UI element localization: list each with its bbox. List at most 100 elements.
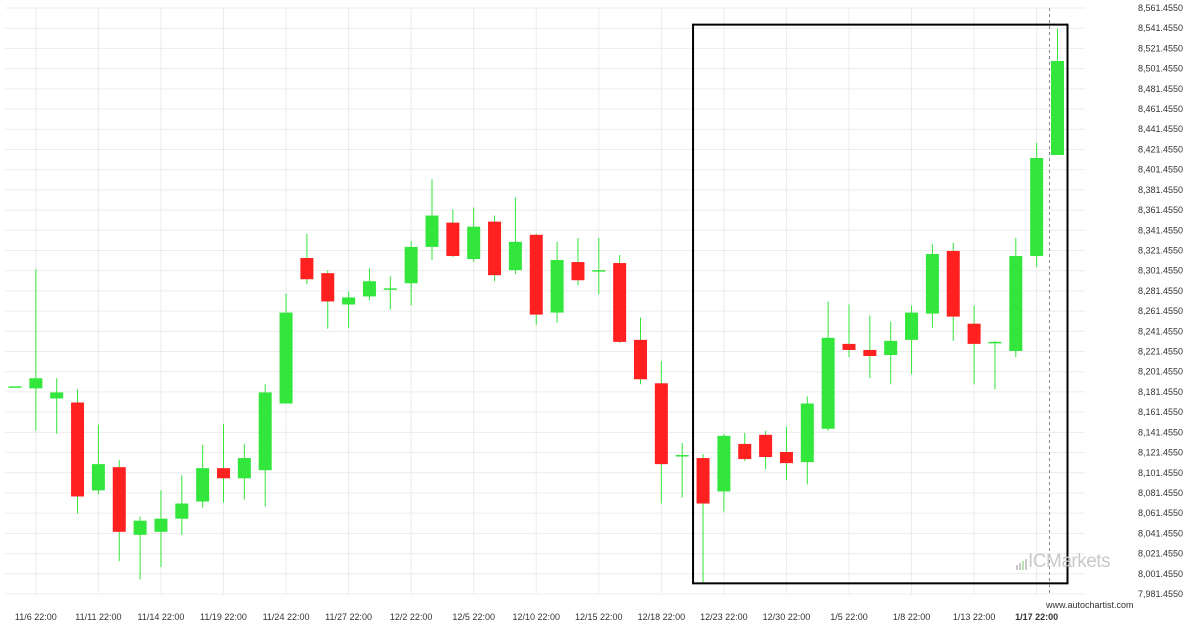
y-tick-label: 8,501.4550: [1138, 64, 1183, 74]
candle-up: [925, 253, 939, 314]
y-tick-label: 8,081.4550: [1138, 488, 1183, 498]
candle-up: [425, 215, 439, 247]
y-tick-label: 8,161.4550: [1138, 407, 1183, 417]
x-tick-label: 1/17 22:00: [1015, 612, 1058, 622]
candle-up: [508, 241, 522, 271]
candle-down: [696, 458, 710, 504]
x-tick-label: 1/5 22:00: [830, 612, 868, 622]
candle-down: [300, 258, 314, 280]
candle-up: [362, 281, 376, 297]
candle-up: [1009, 255, 1023, 351]
y-tick-label: 8,561.4550: [1138, 3, 1183, 13]
y-tick-label: 8,141.4550: [1138, 427, 1183, 437]
x-tick-label: 12/18 22:00: [638, 612, 686, 622]
x-tick-label: 11/27 22:00: [325, 612, 372, 622]
candle-down: [446, 222, 460, 256]
y-tick-label: 8,061.4550: [1138, 508, 1183, 518]
candle-down: [529, 234, 543, 315]
y-tick-label: 7,981.4550: [1138, 589, 1183, 599]
y-tick-label: 8,301.4550: [1138, 266, 1183, 276]
candle-up: [154, 518, 168, 532]
candle-up: [8, 386, 22, 388]
y-tick-label: 8,401.4550: [1138, 165, 1183, 175]
candle-up: [404, 246, 418, 284]
candle-up: [1030, 157, 1044, 256]
candle-down: [779, 452, 793, 464]
candle-up: [91, 464, 105, 491]
y-tick-label: 8,481.4550: [1138, 84, 1183, 94]
candle-down: [842, 343, 856, 350]
candle-down: [71, 402, 85, 497]
y-tick-label: 8,241.4550: [1138, 326, 1183, 336]
y-tick-label: 8,201.4550: [1138, 367, 1183, 377]
y-tick-label: 8,541.4550: [1138, 23, 1183, 33]
candle-down: [613, 263, 627, 342]
candle-up: [800, 403, 814, 463]
bars-logo-icon: [1016, 557, 1027, 575]
candle-down: [946, 250, 960, 317]
x-tick-label: 11/14 22:00: [138, 612, 185, 622]
candle-down: [738, 443, 752, 460]
pattern-highlight-box: [692, 23, 1069, 585]
candle-up: [133, 520, 147, 535]
candle-up: [279, 312, 293, 404]
y-tick-label: 8,461.4550: [1138, 104, 1183, 114]
x-tick-label: 12/2 22:00: [390, 612, 433, 622]
candle-down: [321, 273, 335, 302]
y-axis: 8,561.4550 8,541.4550 8,521.4550 8,501.4550…: [1138, 3, 1183, 599]
candle-up: [237, 458, 251, 479]
candle-up: [905, 312, 919, 340]
candle-up: [821, 337, 835, 429]
x-tick-label: 11/24 22:00: [263, 612, 310, 622]
candle-up: [675, 455, 689, 457]
y-tick-label: 8,281.4550: [1138, 286, 1183, 296]
x-tick-label: 12/5 22:00: [452, 612, 495, 622]
x-tick-label: 12/30 22:00: [763, 612, 811, 622]
y-tick-label: 8,001.4550: [1138, 569, 1183, 579]
candle-down: [112, 467, 126, 532]
candle-up: [383, 288, 397, 290]
y-tick-label: 8,381.4550: [1138, 185, 1183, 195]
candle-up: [50, 392, 64, 399]
y-tick-label: 8,521.4550: [1138, 43, 1183, 53]
y-tick-label: 8,181.4550: [1138, 387, 1183, 397]
y-tick-label: 8,361.4550: [1138, 205, 1183, 215]
y-tick-label: 8,421.4550: [1138, 144, 1183, 154]
candle-down: [863, 349, 877, 357]
candle-up: [988, 341, 1002, 344]
x-tick-label: 12/23 22:00: [700, 612, 748, 622]
x-tick-label: 12/10 22:00: [512, 612, 560, 622]
candle-up: [884, 340, 898, 356]
candle-up: [550, 260, 564, 313]
x-tick-label: 11/19 22:00: [200, 612, 247, 622]
y-tick-label: 8,261.4550: [1138, 306, 1183, 316]
y-tick-label: 8,041.4550: [1138, 528, 1183, 538]
candle-up: [196, 468, 210, 502]
x-tick-label: 1/13 22:00: [953, 612, 996, 622]
candle-down: [654, 383, 668, 465]
candle-up: [342, 297, 356, 305]
candle-down: [571, 262, 585, 281]
highlight-box-layer: [692, 8, 1069, 594]
x-tick-label: 11/6 22:00: [15, 612, 57, 622]
y-tick-label: 8,321.4550: [1138, 245, 1183, 255]
y-tick-label: 8,341.4550: [1138, 225, 1183, 235]
x-tick-label: 12/15 22:00: [575, 612, 623, 622]
y-tick-label: 8,221.4550: [1138, 347, 1183, 357]
candle-down: [759, 434, 773, 458]
y-tick-label: 8,121.4550: [1138, 448, 1183, 458]
candle-down: [634, 339, 647, 380]
grid-lines: [5, 7, 1085, 595]
y-tick-label: 8,021.4550: [1138, 549, 1183, 559]
candle-down: [967, 323, 981, 344]
y-tick-label: 8,441.4550: [1138, 124, 1183, 134]
candle-up: [592, 270, 606, 272]
site-url[interactable]: www.autochartist.com: [1046, 600, 1134, 610]
candle-up: [717, 435, 731, 492]
candles: [8, 28, 1064, 583]
candle-down: [217, 468, 230, 479]
candle-down: [488, 221, 502, 276]
x-axis: 11/6 22:00 11/11 22:00 11/14 22:00 11/19 22…: [15, 612, 1058, 622]
x-tick-label: 11/11 22:00: [75, 612, 121, 622]
